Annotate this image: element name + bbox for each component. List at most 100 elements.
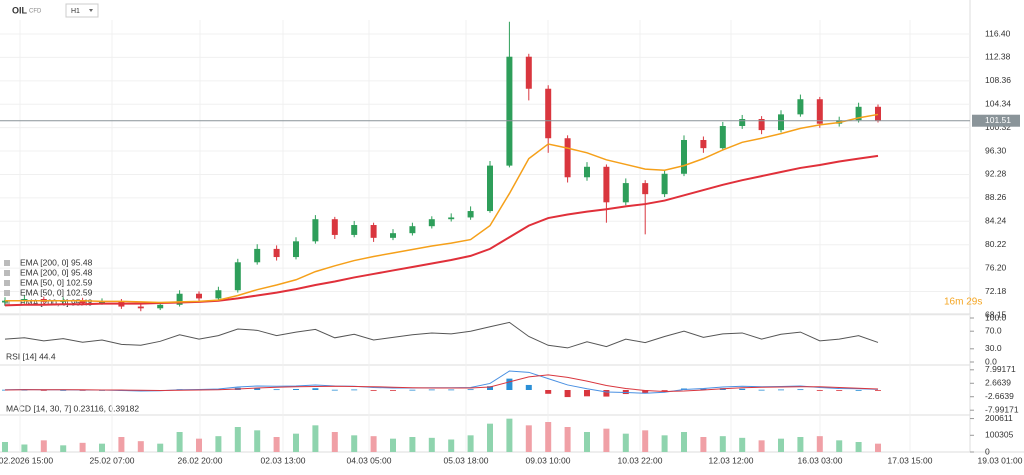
- time-label: 10.03 22:00: [618, 455, 663, 465]
- volume-bar: [215, 436, 222, 452]
- candle-body: [584, 166, 590, 178]
- volume-bar: [99, 443, 105, 452]
- price-tick-label: 116.40: [985, 28, 1011, 38]
- macd-tick-label: -7.99171: [985, 404, 1019, 414]
- macd-bar: [467, 389, 474, 391]
- price-tick-label: 84.24: [985, 216, 1007, 226]
- macd-bar: [331, 389, 338, 391]
- volume-bar: [176, 432, 183, 452]
- candle-body: [312, 219, 319, 242]
- macd-bar: [40, 390, 47, 391]
- price-tick-label: 72.18: [985, 286, 1007, 296]
- rsi-label[interactable]: RSI [14] 44.4: [6, 351, 56, 361]
- candle-body: [2, 300, 8, 303]
- ema-200-line: [4, 154, 879, 307]
- candle-body: [79, 300, 86, 304]
- candle-body: [545, 88, 552, 139]
- candle-body: [700, 139, 707, 149]
- volume-bar: [293, 433, 299, 452]
- macd-bar: [409, 389, 416, 391]
- candle-body: [681, 139, 687, 174]
- volume-bar: [584, 432, 590, 452]
- macd-tick-label: 7.99171: [985, 364, 1016, 374]
- volume-bar: [21, 444, 28, 452]
- price-tick-label: 80.22: [985, 239, 1007, 249]
- volume-bar: [525, 425, 532, 452]
- macd-bar: [875, 390, 881, 391]
- legend-icon: [4, 300, 10, 306]
- volume-bar: [661, 435, 668, 452]
- macd-bar: [622, 390, 629, 395]
- candle-body: [564, 138, 571, 178]
- volume-bar: [545, 422, 552, 452]
- time-label: 04.03 05:00: [347, 455, 392, 465]
- candle-body: [719, 126, 726, 149]
- volume-bar: [312, 425, 319, 452]
- volume-bar: [564, 427, 571, 452]
- macd-bar: [700, 388, 707, 390]
- candle-body: [157, 304, 164, 309]
- time-label: 05.03 18:00: [444, 455, 489, 465]
- volume-bar: [351, 435, 358, 452]
- current-price-box: [972, 114, 1020, 127]
- volume-bar: [196, 438, 202, 452]
- macd-bar: [778, 389, 784, 391]
- candle-body: [176, 293, 183, 305]
- candle-body: [331, 219, 338, 235]
- volume-bar: [137, 441, 144, 452]
- indicator-label[interactable]: EMA [50, 0] 102.59: [20, 287, 93, 297]
- indicator-label[interactable]: EMA [200, 0] 95.48: [20, 257, 93, 267]
- volume-bar: [700, 437, 707, 452]
- macd-bar: [370, 390, 377, 391]
- candle-body: [273, 248, 280, 258]
- candle-body: [137, 306, 144, 309]
- dropdown-arrow[interactable]: [89, 9, 93, 12]
- time-label: 16.03 03:00: [798, 455, 843, 465]
- current-price-label: 101.51: [985, 115, 1011, 125]
- candle-body: [448, 217, 455, 220]
- candle-body: [855, 106, 862, 121]
- symbol[interactable]: OIL: [12, 5, 28, 15]
- volume-bar: [797, 437, 804, 452]
- price-tick-label: 104.34: [985, 98, 1011, 108]
- candle-body: [622, 183, 629, 203]
- timeframe[interactable]: H1: [71, 8, 80, 15]
- legend-icon: [4, 280, 10, 286]
- timeframe-box[interactable]: [65, 3, 99, 18]
- volume-bar: [778, 438, 784, 452]
- rsi-line: [4, 321, 879, 349]
- time-label: 26.02 20:00: [178, 455, 223, 465]
- volume-bar: [467, 435, 474, 452]
- candle-body: [428, 219, 435, 227]
- volume-bar: [758, 440, 765, 452]
- price-tick-label: 96.30: [985, 145, 1007, 155]
- macd-label[interactable]: MACD [14, 30, 7] 0.23116, 0.39182: [6, 403, 139, 413]
- candle-body: [487, 165, 493, 212]
- volume-bar: [816, 436, 823, 452]
- rsi-tick-label: 100.0: [985, 312, 1007, 322]
- candle-body: [370, 225, 377, 238]
- macd-bar: [506, 378, 513, 390]
- indicator-label[interactable]: EMA [50, 0] 102.59: [20, 277, 93, 287]
- candle-body: [758, 119, 765, 131]
- candle-body: [409, 226, 416, 234]
- rsi-tick-label: 70.0: [985, 325, 1002, 335]
- legend-icon: [4, 290, 10, 296]
- macd-bar: [487, 386, 493, 390]
- candle-body: [196, 293, 202, 299]
- macd-bar: [525, 384, 532, 390]
- macd-bar: [816, 390, 823, 391]
- indicator-label[interactable]: EMA [200, 0] 95.48: [20, 297, 93, 307]
- time-label: 17.03 15:00: [888, 455, 933, 465]
- macd-bar: [797, 389, 804, 391]
- macd-tick-label: 2.6639: [985, 378, 1011, 388]
- legend-icon: [4, 270, 10, 276]
- candle-body: [351, 225, 358, 235]
- time-label: 02.03 13:00: [261, 455, 306, 465]
- macd-bar: [293, 388, 299, 390]
- indicator-label[interactable]: EMA [200, 0] 95.48: [20, 267, 93, 277]
- macd-bar: [448, 389, 455, 391]
- macd-bar: [390, 390, 396, 391]
- candle-body: [875, 106, 881, 121]
